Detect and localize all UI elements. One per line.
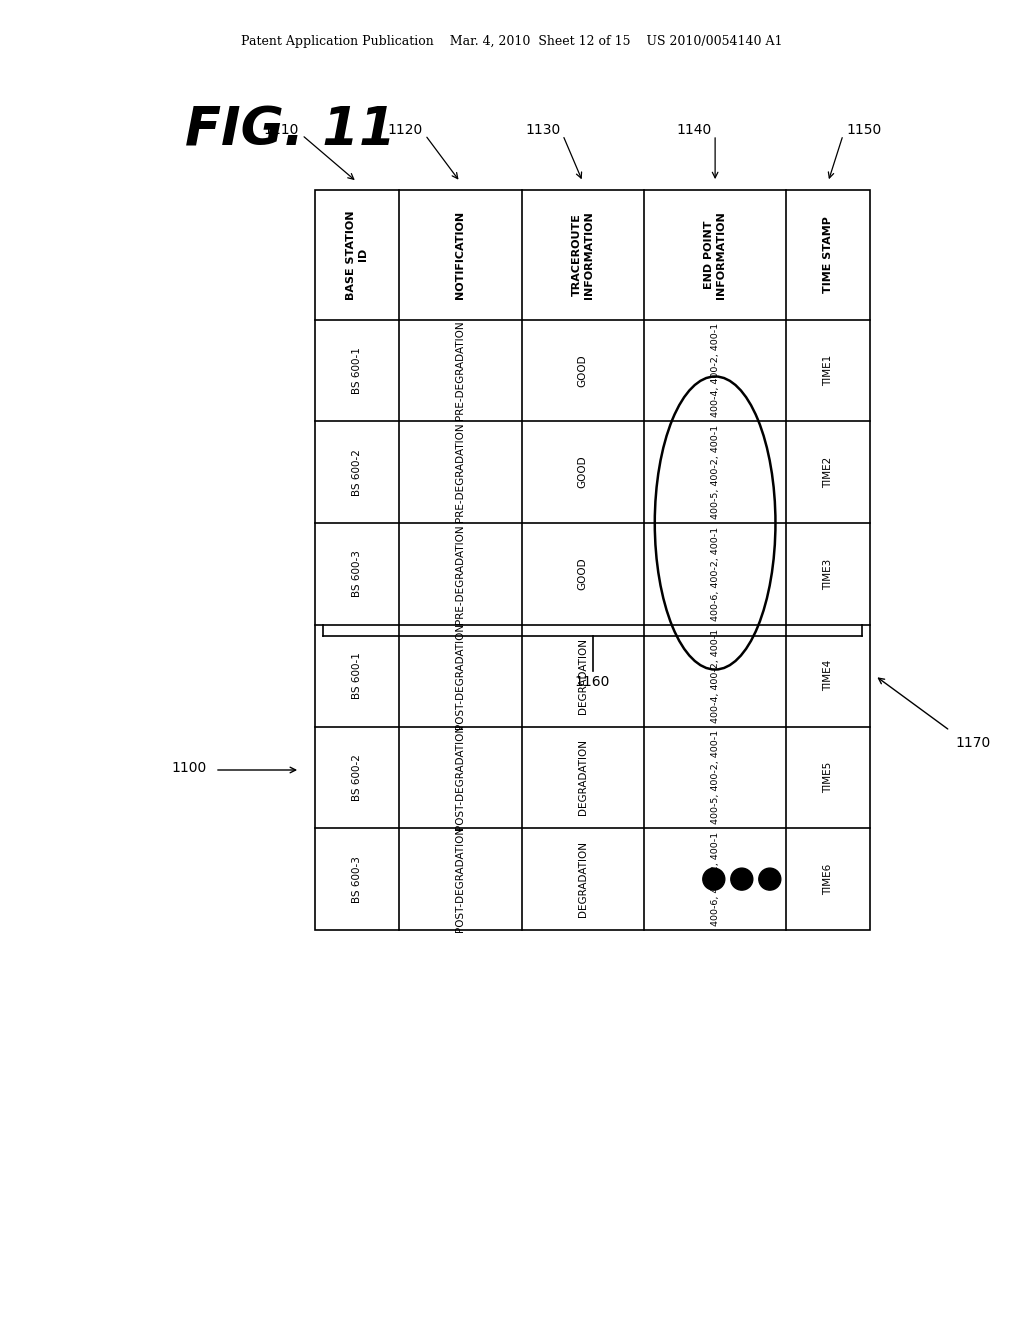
Text: 400-5, 400-2, 400-1: 400-5, 400-2, 400-1	[711, 425, 720, 519]
Text: TIME2: TIME2	[823, 457, 834, 488]
Text: BS 600-2: BS 600-2	[352, 449, 361, 495]
Text: TIME3: TIME3	[823, 558, 834, 590]
Text: TIME6: TIME6	[823, 863, 834, 895]
Text: TIME1: TIME1	[823, 355, 834, 385]
Circle shape	[702, 869, 725, 890]
Text: POST-DEGRADATION: POST-DEGRADATION	[456, 826, 465, 932]
Text: DEGRADATION: DEGRADATION	[578, 739, 588, 816]
Text: BS 600-2: BS 600-2	[352, 754, 361, 801]
Text: DEGRADATION: DEGRADATION	[578, 841, 588, 917]
Text: TIME STAMP: TIME STAMP	[823, 216, 834, 293]
Text: GOOD: GOOD	[578, 354, 588, 387]
Text: 1120: 1120	[387, 123, 422, 137]
Text: PRE-DEGRADATION: PRE-DEGRADATION	[456, 321, 465, 420]
Text: NOTIFICATION: NOTIFICATION	[456, 211, 465, 298]
Circle shape	[731, 869, 753, 890]
Text: 1100: 1100	[172, 762, 207, 775]
Text: TIME5: TIME5	[823, 762, 834, 793]
Text: TIME4: TIME4	[823, 660, 834, 692]
Text: DEGRADATION: DEGRADATION	[578, 638, 588, 714]
Text: 1160: 1160	[574, 675, 610, 689]
Text: POST-DEGRADATION: POST-DEGRADATION	[456, 725, 465, 830]
Text: BS 600-3: BS 600-3	[352, 855, 361, 903]
Text: FIG. 11: FIG. 11	[185, 106, 395, 157]
Text: PRE-DEGRADATION: PRE-DEGRADATION	[456, 524, 465, 623]
Text: GOOD: GOOD	[578, 557, 588, 590]
Text: 400-5, 400-2, 400-1: 400-5, 400-2, 400-1	[711, 730, 720, 825]
Text: BS 600-1: BS 600-1	[352, 347, 361, 393]
Text: 1130: 1130	[525, 123, 561, 137]
Text: 1150: 1150	[846, 123, 882, 137]
Text: 1110: 1110	[263, 123, 299, 137]
Text: 400-4, 400-2, 400-1: 400-4, 400-2, 400-1	[711, 323, 720, 417]
Text: BASE STATION
ID: BASE STATION ID	[346, 210, 369, 300]
Bar	[315, 190, 870, 931]
Text: END POINT
INFORMATION: END POINT INFORMATION	[703, 211, 726, 298]
Text: GOOD: GOOD	[578, 455, 588, 488]
Text: BS 600-3: BS 600-3	[352, 550, 361, 598]
Circle shape	[759, 869, 781, 890]
Text: 400-6, 400-2, 400-1: 400-6, 400-2, 400-1	[711, 527, 720, 620]
Text: POST-DEGRADATION: POST-DEGRADATION	[456, 623, 465, 729]
Text: 400-6, 400-2, 400-1: 400-6, 400-2, 400-1	[711, 832, 720, 927]
Text: BS 600-1: BS 600-1	[352, 652, 361, 700]
Text: TRACEROUTE
INFORMATION: TRACEROUTE INFORMATION	[571, 211, 594, 298]
Text: PRE-DEGRADATION: PRE-DEGRADATION	[456, 422, 465, 521]
Text: 400-4, 400-2, 400-1: 400-4, 400-2, 400-1	[711, 628, 720, 722]
Text: 1140: 1140	[677, 123, 712, 137]
Text: Patent Application Publication    Mar. 4, 2010  Sheet 12 of 15    US 2010/005414: Patent Application Publication Mar. 4, 2…	[242, 36, 782, 48]
Text: 1170: 1170	[955, 735, 990, 750]
